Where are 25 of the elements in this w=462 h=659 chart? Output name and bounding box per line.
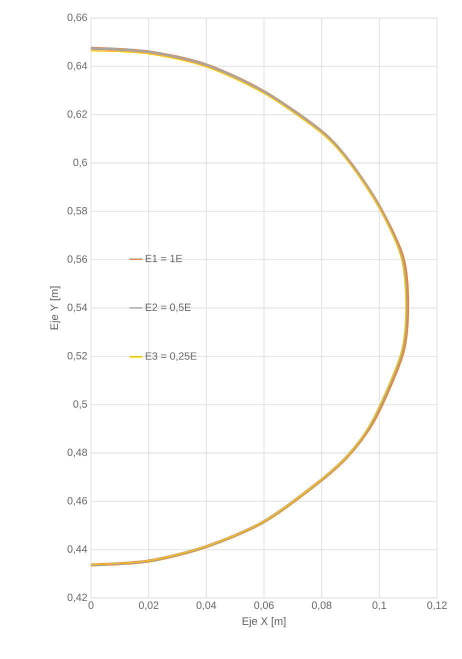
y-tick-label: 0,66 — [68, 14, 88, 22]
legend-label: E3 = 0,25E — [146, 352, 197, 361]
x-tick-label: 0,12 — [427, 602, 447, 610]
y-tick-label: 0,42 — [68, 594, 87, 602]
x-tick-label: 0,04 — [196, 602, 216, 610]
x-tick-label: 0,06 — [254, 602, 274, 610]
y-tick-label: 0,46 — [68, 497, 88, 506]
y-tick-label: 0,54 — [68, 304, 88, 312]
y-tick-label: 0,62 — [68, 110, 87, 119]
y-tick-label: 0,6 — [73, 158, 88, 168]
legend-label: E2 = 0,5E — [146, 304, 191, 312]
y-axis-title: Eje Y [m] — [50, 286, 60, 330]
x-tick-label: 0,08 — [312, 602, 332, 610]
x-axis-title: Eje X [m] — [242, 617, 286, 628]
x-tick-label: 0,02 — [138, 602, 158, 610]
y-tick-label: 0,5 — [73, 400, 88, 409]
x-tick-label: 0 — [88, 602, 94, 609]
y-tick-label: 0,56 — [68, 255, 88, 264]
x-tick-label: 0,1 — [372, 602, 386, 610]
y-tick-label: 0,44 — [68, 545, 88, 554]
y-tick-label: 0,52 — [68, 352, 87, 361]
y-tick-label: 0,64 — [68, 62, 88, 71]
y-tick-label: 0,58 — [68, 207, 88, 216]
y-tick-label: 0,48 — [68, 448, 88, 458]
legend-label: E1 = 1E — [146, 254, 182, 262]
